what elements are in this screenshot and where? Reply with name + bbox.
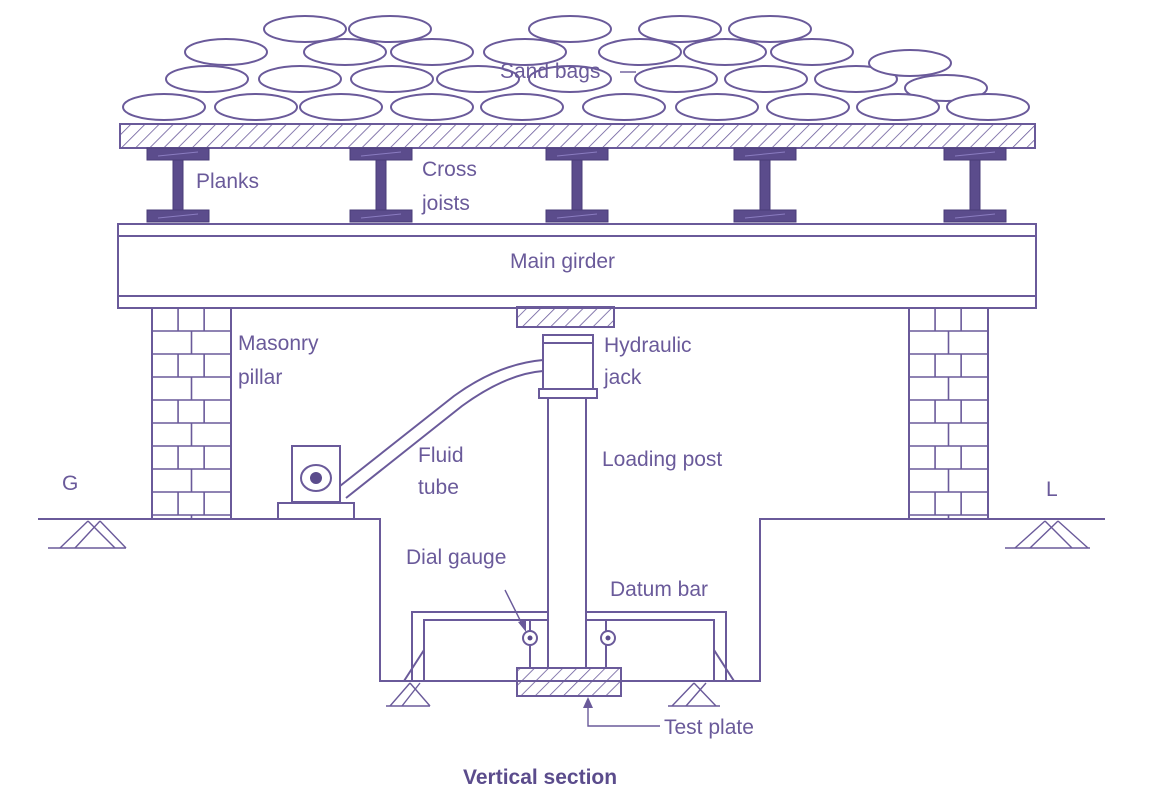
sand-bag [634, 65, 718, 93]
sand-bag [214, 93, 298, 121]
ground-hatch-left [48, 520, 127, 549]
cross-joist [733, 147, 797, 223]
sand-bags [122, 15, 1030, 121]
sand-bag [122, 93, 206, 121]
label-sand-bags: Sand bags [500, 60, 600, 83]
hydraulic-jack [538, 334, 598, 399]
cross-joist [146, 147, 210, 223]
sand-bag [436, 65, 520, 93]
sand-bag [480, 93, 564, 121]
label-ground-l: L [1046, 478, 1058, 501]
sand-bag [582, 93, 666, 121]
sand-bag [904, 74, 988, 102]
sand-bag [483, 38, 567, 66]
label-hydraulic-jack-line1: Hydraulic [604, 334, 692, 357]
label-test-plate: Test plate [664, 716, 754, 739]
planks [119, 123, 1036, 149]
pit-hatch-right [668, 682, 720, 707]
datum-bar [403, 611, 735, 682]
ground-hatch-right [1005, 520, 1090, 549]
bearing-block [516, 306, 615, 328]
cross-joist [545, 147, 609, 223]
masonry-pillar-left [151, 307, 232, 520]
ground-and-pit [38, 518, 1105, 682]
sand-bag [770, 38, 854, 66]
label-hydraulic-jack-line2: jack [603, 366, 642, 389]
test-plate [516, 667, 622, 697]
fluid-tube [339, 359, 544, 499]
label-masonry-pillar-line2: pillar [238, 366, 282, 389]
masonry-pillar-right [908, 307, 989, 520]
sand-bag [598, 38, 682, 66]
pit-hatch-left [386, 682, 431, 707]
loading-post [547, 398, 587, 668]
label-cross-joists-line1: Cross [422, 158, 477, 181]
pump-unit [277, 445, 355, 520]
sand-bag [299, 93, 383, 121]
test-plate-leader [583, 697, 660, 727]
sand-bag [638, 15, 722, 43]
pump-gauge-icon [310, 472, 322, 484]
sand-bag [350, 65, 434, 93]
sand-bag [390, 93, 474, 121]
sand-bag [263, 15, 347, 43]
sand-bag [856, 93, 940, 121]
label-ground-g: G [62, 472, 78, 495]
label-datum-bar: Datum bar [610, 578, 708, 601]
sand-bag [184, 38, 268, 66]
sand-bag [814, 65, 898, 93]
label-main-girder: Main girder [510, 250, 615, 273]
dial-gauge-leader [504, 589, 526, 632]
sand-bag [675, 93, 759, 121]
cross-joists [146, 147, 1007, 223]
sand-bag [724, 65, 808, 93]
label-masonry-pillar-line1: Masonry [238, 332, 319, 355]
main-girder [117, 223, 1037, 309]
figure-caption: Vertical section [463, 766, 617, 789]
label-fluid-tube-line1: Fluid [418, 444, 464, 467]
label-fluid-tube-line2: tube [418, 476, 459, 499]
sand-bag [683, 38, 767, 66]
sand-bag [868, 49, 952, 77]
label-dial-gauge: Dial gauge [406, 546, 506, 569]
label-planks: Planks [196, 170, 259, 193]
sand-bag [348, 15, 432, 43]
label-loading-post: Loading post [602, 448, 722, 471]
sand-bag [303, 38, 387, 66]
sand-bag [946, 93, 1030, 121]
sand-bag [766, 93, 850, 121]
label-cross-joists-line2: joists [421, 192, 470, 215]
cross-joist [943, 147, 1007, 223]
sand-bag [165, 65, 249, 93]
sand-bag [390, 38, 474, 66]
sand-bag [528, 65, 612, 93]
sand-bag [528, 15, 612, 43]
sand-bag [728, 15, 812, 43]
cross-joist [349, 147, 413, 223]
sand-bag [258, 65, 342, 93]
